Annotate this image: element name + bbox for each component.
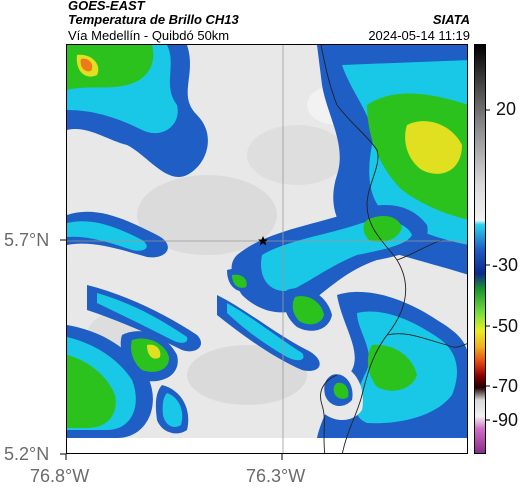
border-lines (320, 45, 467, 453)
lat-tick-label: 5.7°N (4, 230, 50, 250)
colorbar-tick-label: -70 (492, 376, 519, 396)
cloud-streaks-left (67, 211, 320, 371)
map-image (67, 45, 467, 453)
lon-tick-label: 76.8°W (30, 466, 90, 486)
cloud-band-top-left (67, 45, 208, 178)
cloud-band-middle (227, 205, 428, 313)
cloud-cluster-bottom-right (284, 287, 467, 438)
agency-label: SIATA (432, 12, 470, 27)
route-subtitle: Vía Medellín - Quibdó 50km (68, 28, 230, 43)
datetime-label: 2024-05-14 11:19 (368, 28, 470, 43)
colorbar-tick-label: -50 (492, 316, 519, 336)
lat-tick-label: 5.2°N (4, 444, 50, 464)
temperature-colorbar (474, 44, 486, 454)
satellite-map[interactable] (66, 44, 468, 454)
axis-ticks (60, 239, 283, 460)
gridlines (67, 45, 467, 453)
lon-tick-label: 76.3°W (246, 466, 306, 486)
product-title: Temperatura de Brillo CH13 (68, 12, 239, 27)
colorbar-tick-label: -30 (492, 255, 519, 275)
colorbar-tick-label: -90 (492, 410, 519, 430)
colorbar-ticks (485, 109, 490, 421)
cloud-cluster-bottom-left (67, 325, 189, 438)
colorbar-tick-label: 20 (496, 99, 517, 119)
star-icon (258, 236, 268, 246)
satellite-title: GOES-EAST (68, 0, 145, 13)
